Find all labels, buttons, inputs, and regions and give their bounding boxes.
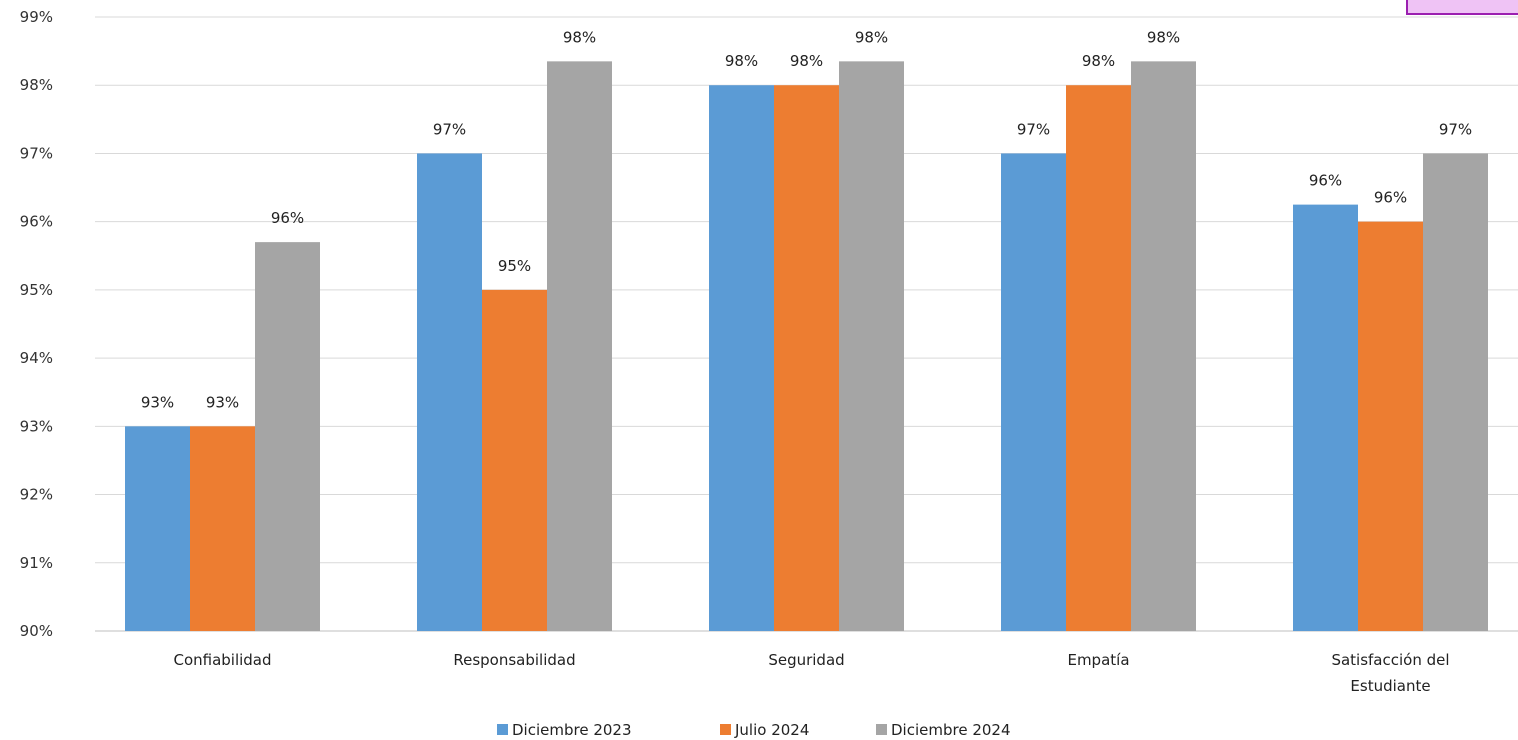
bar [1001,153,1066,631]
y-tick-label: 97% [20,144,53,162]
legend-swatch [720,724,731,735]
data-label: 93% [141,393,174,411]
bar [417,153,482,631]
bar [1293,204,1358,631]
highlight-box [1406,0,1518,15]
category-label: Confiabilidad [173,651,271,669]
bar [1066,85,1131,631]
y-tick-label: 98% [20,76,53,94]
y-tick-label: 92% [20,486,53,504]
bar [547,61,612,632]
bar [190,426,255,631]
data-label: 98% [725,52,758,70]
bars [125,61,1488,632]
bar [839,61,904,632]
bar [1131,61,1196,632]
bar [482,289,547,631]
legend-label: Diciembre 2023 [512,721,632,739]
data-label: 95% [498,257,531,275]
data-label: 97% [1439,120,1472,138]
category-labels: Confiabilidad Responsabilidad Seguridad Emp… [173,651,1449,695]
category-label: Satisfacción del Estudiante [1331,651,1449,695]
bar [1423,153,1488,631]
legend-label: Julio 2024 [734,721,809,739]
data-label: 93% [206,393,239,411]
data-label: 98% [855,28,888,46]
data-label: 98% [563,28,596,46]
data-label: 96% [271,209,304,227]
bar [125,426,190,631]
y-tick-label: 95% [20,281,53,299]
legend-swatch [497,724,508,735]
bar [1358,221,1423,631]
category-label: Seguridad [768,651,844,669]
category-label: Empatía [1067,651,1129,669]
bar [774,85,839,631]
y-tick-label: 90% [20,622,53,640]
data-label: 96% [1374,189,1407,207]
data-labels: 93% 93% 96% 97% 95% 98% 98% 98% 98% 97% 98% 98% 96% 9… [141,28,1472,411]
legend: Diciembre 2023 Julio 2024 Diciembre 2024 [497,721,1011,739]
y-axis-ticks: 90% 91% 92% 93% 94% 95% 96% 97% 98% 99% [20,8,53,640]
category-label: Responsabilidad [453,651,575,669]
data-label: 97% [1017,120,1050,138]
data-label: 98% [790,52,823,70]
data-label: 97% [433,120,466,138]
y-tick-label: 94% [20,349,53,367]
y-tick-label: 93% [20,417,53,435]
y-tick-label: 96% [20,213,53,231]
data-label: 98% [1082,52,1115,70]
data-label: 98% [1147,28,1180,46]
legend-swatch [876,724,887,735]
data-label: 96% [1309,172,1342,190]
bar [255,242,320,631]
y-tick-label: 99% [20,8,53,26]
legend-label: Diciembre 2024 [891,721,1011,739]
bar [709,85,774,631]
y-tick-label: 91% [20,554,53,572]
